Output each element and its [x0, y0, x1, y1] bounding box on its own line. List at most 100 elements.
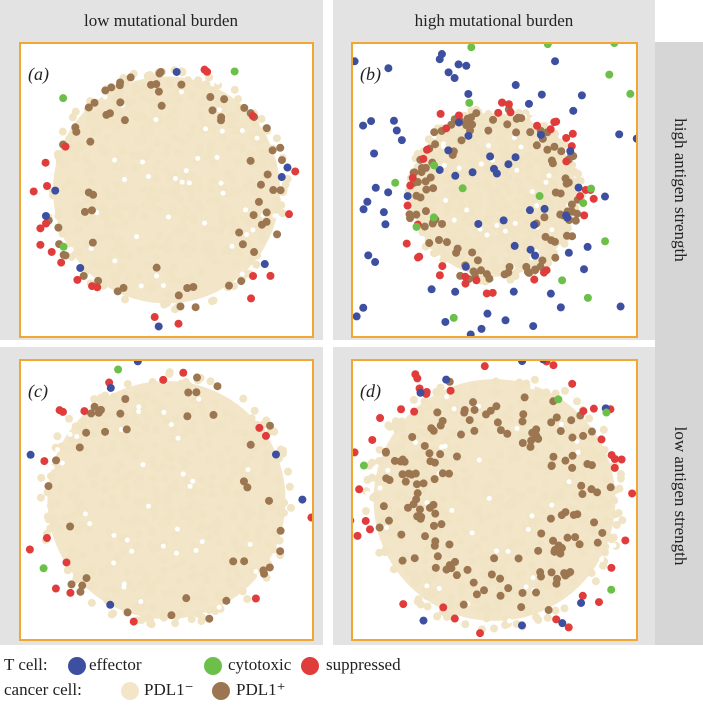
- cancer-cell: [112, 467, 121, 476]
- gap: [512, 220, 518, 226]
- cancer-cell: [231, 565, 240, 574]
- cancer-cell: [166, 118, 175, 127]
- cancer-cell: [133, 541, 142, 550]
- cancer-cell: [530, 375, 539, 384]
- cancer-cell-pdl1: [156, 68, 165, 77]
- cancer-cell: [534, 389, 543, 398]
- cancer-cell: [156, 231, 165, 240]
- cancer-cell-pdl1: [120, 116, 129, 125]
- gap: [486, 495, 492, 501]
- gap: [243, 207, 249, 213]
- cancer-cell-pdl1: [520, 393, 529, 402]
- cancer-cell: [188, 211, 197, 220]
- cancer-cell-pdl1: [152, 80, 161, 89]
- cancer-cell: [439, 256, 448, 265]
- cancer-cell: [91, 117, 100, 126]
- t-cell-effector: [363, 197, 372, 206]
- panel-frame: [19, 42, 314, 338]
- cancer-cell: [508, 229, 517, 238]
- cancer-cell: [453, 390, 462, 399]
- cancer-cell-pdl1: [430, 475, 439, 484]
- cancer-cell-pdl1: [265, 496, 274, 505]
- cancer-cell: [102, 207, 111, 216]
- cancer-cell: [540, 166, 549, 175]
- panel-frame: [351, 42, 638, 338]
- cancer-cell-pdl1: [549, 536, 558, 545]
- t-cell-suppressed: [51, 584, 60, 593]
- cancer-cell-pdl1: [547, 568, 556, 577]
- cancer-cell: [147, 526, 156, 535]
- cancer-cell: [150, 441, 159, 450]
- cancer-cell: [551, 168, 560, 177]
- cancer-cell: [189, 244, 198, 253]
- cancer-cell: [599, 425, 608, 434]
- cancer-cell: [450, 397, 459, 406]
- cancer-cell: [86, 212, 95, 221]
- cancer-cell: [167, 455, 176, 464]
- t-cell-effector: [76, 263, 85, 272]
- cancer-cell: [531, 397, 540, 406]
- t-cell-effector: [501, 316, 510, 325]
- cancer-cell: [178, 138, 187, 147]
- cancer-cell: [197, 617, 206, 626]
- cancer-cell-pdl1: [250, 248, 259, 257]
- t-cell-cytotoxic: [626, 89, 635, 98]
- cancer-cell: [474, 605, 483, 614]
- gap: [384, 525, 390, 531]
- cancer-cell: [511, 272, 520, 281]
- cancer-cell-pdl1: [496, 426, 505, 435]
- cancer-cell: [151, 512, 160, 521]
- cancer-cell: [177, 277, 186, 286]
- cancer-cell: [275, 536, 284, 545]
- cancer-cell: [162, 149, 171, 158]
- t-cell-suppressed: [25, 545, 34, 554]
- cancer-cell-pdl1: [482, 270, 491, 279]
- cancer-cell: [194, 436, 203, 445]
- cancer-cell: [178, 505, 187, 514]
- cancer-cell: [53, 498, 62, 507]
- cancer-cell-pdl1: [167, 611, 176, 620]
- cancer-cell: [107, 610, 116, 619]
- cancer-cell: [98, 567, 107, 576]
- cancer-cell: [460, 169, 469, 178]
- cancer-cell-pdl1: [102, 110, 111, 119]
- cancer-cell: [140, 186, 149, 195]
- cancer-cell: [209, 177, 218, 186]
- t-cell-suppressed: [368, 435, 377, 444]
- cancer-cell: [238, 144, 247, 153]
- cancer-cell: [135, 245, 144, 254]
- gap: [199, 539, 205, 545]
- cancer-cell: [118, 263, 127, 272]
- cancer-cell: [486, 512, 495, 521]
- cancer-cell-pdl1: [404, 469, 413, 478]
- legend-swatch: [204, 657, 222, 675]
- cancer-cell: [398, 424, 407, 433]
- cancer-cell: [465, 139, 474, 148]
- gap: [190, 478, 196, 484]
- cancer-cell-pdl1: [262, 124, 271, 133]
- cancer-cell: [421, 463, 430, 472]
- cancer-cell: [463, 234, 472, 243]
- gap: [134, 234, 140, 240]
- cancer-cell: [226, 111, 235, 120]
- cancer-cell: [419, 199, 428, 208]
- cancer-cell: [599, 522, 608, 531]
- cancer-cell: [540, 172, 549, 181]
- cancer-cell: [90, 479, 99, 488]
- cancer-cell: [231, 260, 240, 269]
- cancer-cell-pdl1: [266, 421, 275, 430]
- cancer-cell-pdl1: [276, 526, 285, 535]
- cancer-cell: [508, 486, 517, 495]
- cancer-cell: [178, 557, 187, 566]
- cancer-cell: [522, 379, 531, 388]
- cancer-cell: [420, 556, 429, 565]
- gap: [502, 228, 508, 234]
- gap: [484, 232, 490, 238]
- t-cell-suppressed: [40, 457, 49, 466]
- cancer-cell-pdl1: [518, 439, 527, 448]
- cancer-cell: [90, 395, 99, 404]
- cancer-cell: [134, 529, 143, 538]
- cancer-cell: [204, 225, 213, 234]
- cancer-cell-pdl1: [384, 516, 393, 525]
- cancer-cell: [601, 542, 610, 551]
